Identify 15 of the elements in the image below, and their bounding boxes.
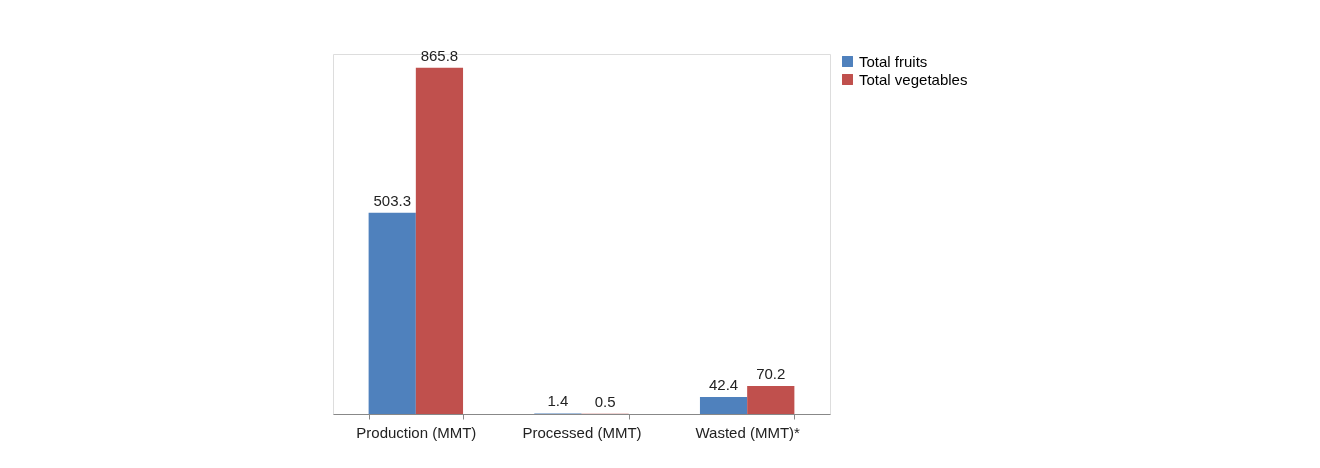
data-label: 42.4 — [708, 376, 739, 394]
bar — [747, 385, 795, 414]
data-label: 503.3 — [373, 191, 411, 209]
data-label: 70.2 — [756, 364, 786, 382]
data-label: 0.5 — [594, 392, 616, 410]
data-label: 865.8 — [420, 46, 459, 64]
legend-label: Total vegetables — [859, 70, 968, 88]
bar — [368, 212, 416, 414]
x-tick-label: Processed (MMT) — [522, 423, 642, 441]
x-tick-label: Wasted (MMT)* — [695, 423, 801, 441]
data-label: 1.4 — [547, 392, 569, 410]
bar — [699, 397, 748, 414]
bar — [415, 67, 464, 414]
legend-label: Total fruits — [859, 52, 928, 70]
x-tick-label: Production (MMT) — [356, 423, 477, 441]
